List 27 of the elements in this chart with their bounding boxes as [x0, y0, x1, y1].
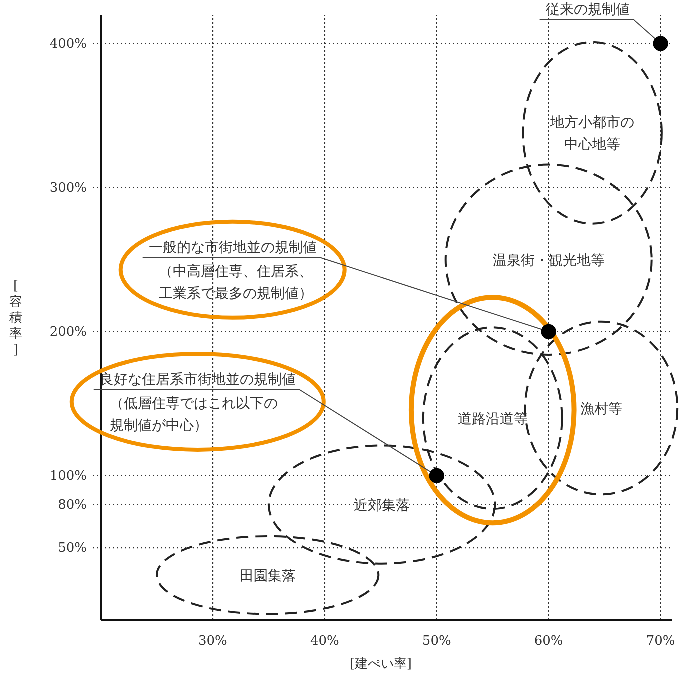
y-tick-label: 400%	[50, 36, 87, 52]
y-axis-title: [容積率]	[10, 279, 22, 358]
annotation: 温泉街・観光地等	[492, 252, 605, 269]
annotation: 漁村等	[580, 401, 622, 418]
y-tick-label: 50%	[58, 541, 87, 556]
point	[653, 36, 668, 52]
annotation: 田園集落	[240, 568, 296, 584]
x-tick-label: 70%	[646, 634, 676, 650]
annotation: 良好な住居系市街地並の規制値	[100, 372, 296, 388]
annotation: 地方小都市の中心地等	[550, 115, 635, 154]
point	[541, 324, 556, 340]
x-axis-title: [建ぺい率]	[350, 656, 412, 672]
x-tick-label: 30%	[198, 634, 228, 650]
annotation: （低層住専ではこれ以下の規制値が中心）	[110, 396, 278, 434]
annotation: 一般的な市街地並の規制値	[148, 240, 317, 256]
x-tick-label: 40%	[310, 634, 340, 650]
y-tick-label: 300%	[50, 181, 87, 196]
y-tick-label: 80%	[58, 498, 87, 513]
x-tick-label: 50%	[422, 634, 452, 650]
y-tick-label: 200%	[50, 325, 87, 340]
annotation: 従来の規制値	[546, 2, 630, 18]
annotation: （中高層住専、住居系、工業系で最多の規制値）	[158, 264, 313, 302]
annotation: 近郊集落	[354, 498, 410, 514]
point	[429, 468, 444, 484]
y-tick-label: 100%	[50, 469, 87, 484]
x-tick-label: 60%	[534, 634, 564, 650]
annotation: 道路沿道等	[458, 411, 528, 428]
